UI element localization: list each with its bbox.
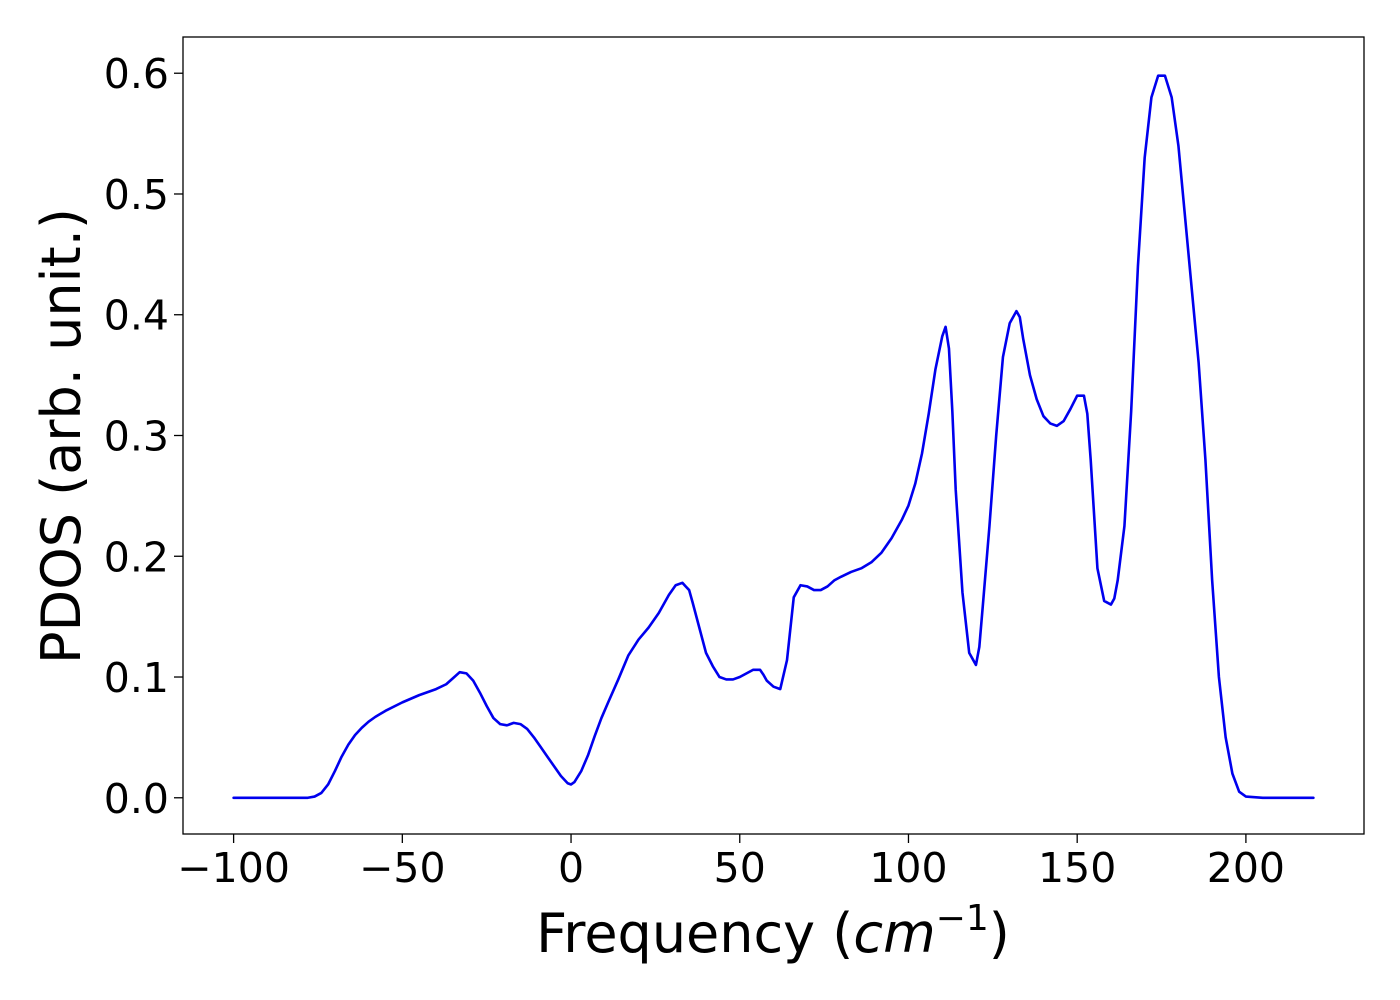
x-axis-ticks: −100 −50 0 50 100 150 200 (177, 834, 1285, 892)
y-tick-label: 0.6 (104, 50, 169, 98)
x-axis-label-unit: cm (853, 902, 935, 965)
y-tick-label: 0.2 (104, 533, 169, 581)
y-tick-label: 0.3 (104, 413, 169, 461)
x-tick-label: 50 (714, 844, 766, 892)
x-axis-label-exponent: −1 (936, 898, 989, 939)
x-tick-label: 150 (1038, 844, 1116, 892)
y-axis-ticks: 0.0 0.1 0.2 0.3 0.4 0.5 0.6 (104, 50, 183, 823)
y-axis-label: PDOS (arb. unit.) (30, 208, 93, 664)
y-tick-label: 0.0 (104, 775, 169, 823)
x-tick-label: 200 (1207, 844, 1285, 892)
y-tick-label: 0.5 (104, 171, 169, 219)
x-axis-label-text: Frequency ( (536, 902, 853, 965)
x-tick-label: −50 (359, 844, 446, 892)
x-axis-label-close: ) (989, 902, 1010, 965)
y-tick-label: 0.4 (104, 292, 169, 340)
series-line-0 (232, 74, 1315, 800)
y-tick-label: 0.1 (104, 654, 169, 702)
x-tick-label: 100 (869, 844, 947, 892)
x-tick-label: −100 (177, 844, 290, 892)
plot-layer (232, 74, 1315, 800)
x-axis-label: Frequency (cm−1) (536, 898, 1010, 965)
x-tick-label: 0 (558, 844, 584, 892)
plot-frame (182, 36, 1365, 835)
